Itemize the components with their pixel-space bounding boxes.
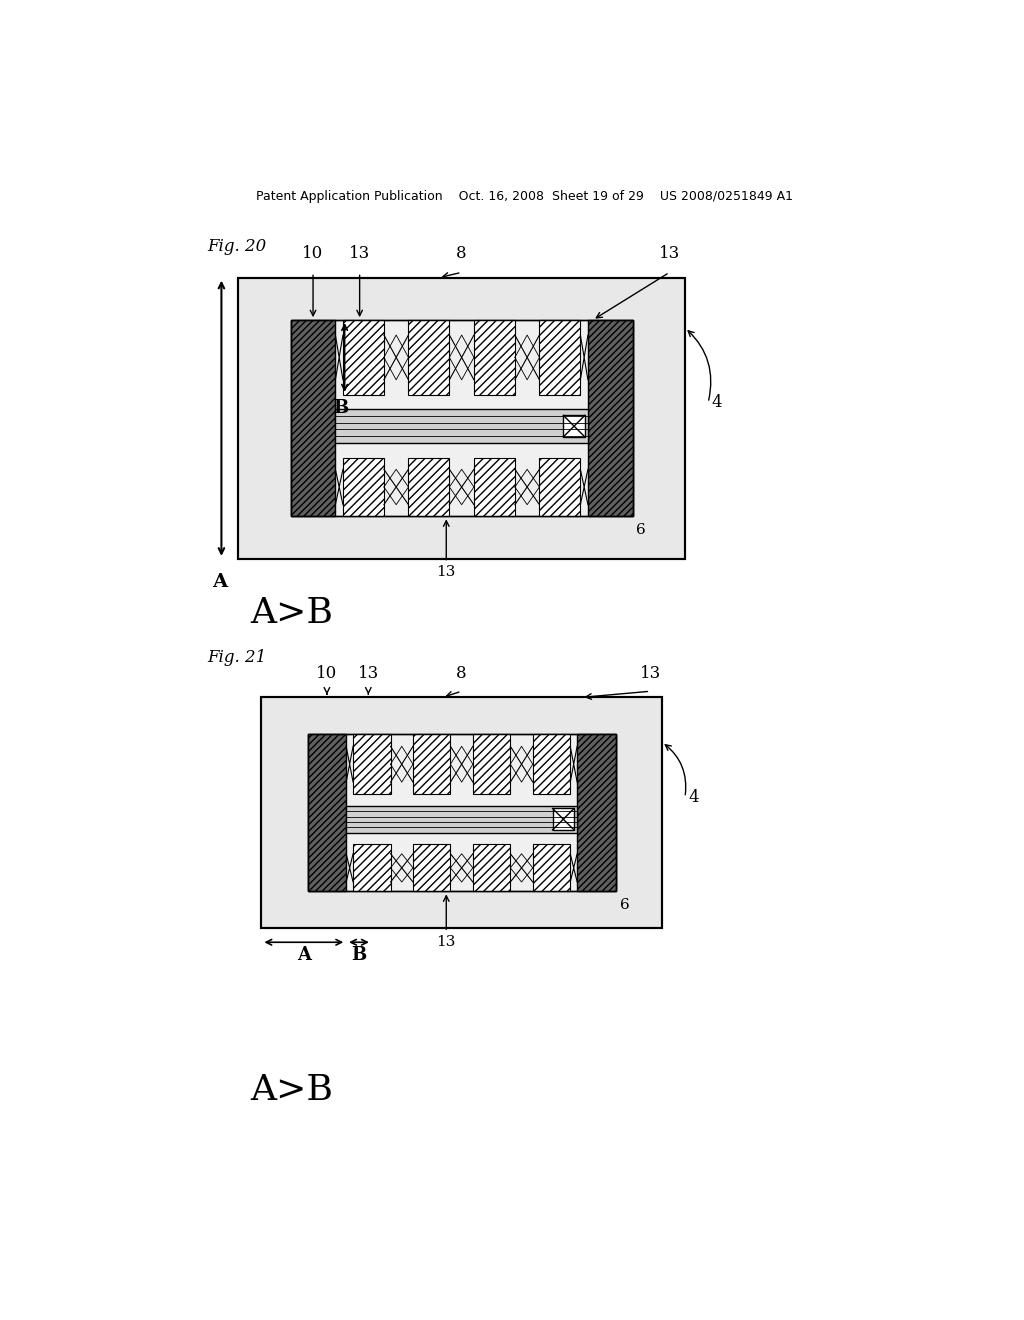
Bar	[346, 805, 578, 833]
Bar	[307, 734, 615, 891]
Bar	[307, 734, 346, 891]
Bar	[307, 891, 615, 928]
Bar	[307, 734, 615, 891]
Bar	[291, 321, 633, 516]
Text: 13: 13	[349, 246, 371, 263]
Text: 13: 13	[436, 935, 456, 949]
Bar	[532, 734, 570, 795]
Bar	[307, 697, 615, 734]
Text: 10: 10	[302, 246, 324, 263]
Bar	[346, 805, 578, 833]
Bar	[474, 458, 515, 516]
Bar	[291, 277, 633, 321]
Bar	[336, 409, 588, 442]
Bar	[578, 734, 615, 891]
Text: A: A	[297, 946, 311, 964]
Bar	[474, 321, 515, 395]
Bar	[307, 734, 615, 891]
Bar	[353, 734, 390, 795]
Bar	[261, 697, 662, 928]
Text: 6: 6	[620, 898, 630, 912]
Text: 8: 8	[457, 246, 467, 263]
Bar	[353, 845, 390, 891]
Text: 6: 6	[637, 523, 646, 537]
Bar	[563, 416, 585, 437]
Bar	[473, 734, 510, 795]
Bar	[633, 277, 685, 558]
Text: 8: 8	[457, 665, 467, 682]
Bar	[291, 516, 633, 558]
Text: Patent Application Publication    Oct. 16, 2008  Sheet 19 of 29    US 2008/02518: Patent Application Publication Oct. 16, …	[256, 190, 794, 203]
Bar	[532, 845, 570, 891]
Text: 10: 10	[316, 665, 338, 682]
Bar	[291, 321, 633, 516]
Bar	[291, 321, 633, 516]
Bar	[553, 808, 574, 830]
Text: 4: 4	[689, 789, 699, 807]
Bar	[413, 845, 451, 891]
Text: B: B	[351, 946, 367, 964]
Bar	[261, 697, 307, 928]
Bar	[343, 321, 384, 395]
Bar	[540, 321, 581, 395]
Text: 13: 13	[436, 565, 456, 579]
Bar	[261, 697, 662, 928]
Text: Fig. 21: Fig. 21	[208, 649, 267, 665]
Text: A: A	[212, 573, 227, 590]
Bar	[239, 277, 685, 558]
Bar	[615, 697, 662, 928]
Bar	[540, 458, 581, 516]
Bar	[343, 458, 384, 516]
Bar	[291, 321, 336, 516]
Bar	[409, 458, 450, 516]
Text: 13: 13	[640, 665, 660, 682]
Text: 13: 13	[357, 665, 379, 682]
Text: B: B	[333, 399, 348, 417]
Bar	[473, 845, 510, 891]
Text: A>B: A>B	[250, 1073, 333, 1107]
Bar	[239, 277, 685, 558]
Bar	[413, 734, 451, 795]
Text: 4: 4	[712, 395, 723, 412]
Text: Fig. 20: Fig. 20	[208, 239, 267, 256]
Bar	[336, 409, 588, 442]
Text: 13: 13	[658, 246, 680, 263]
Bar	[409, 321, 450, 395]
Bar	[239, 277, 291, 558]
Bar	[588, 321, 633, 516]
Text: A>B: A>B	[250, 595, 333, 630]
